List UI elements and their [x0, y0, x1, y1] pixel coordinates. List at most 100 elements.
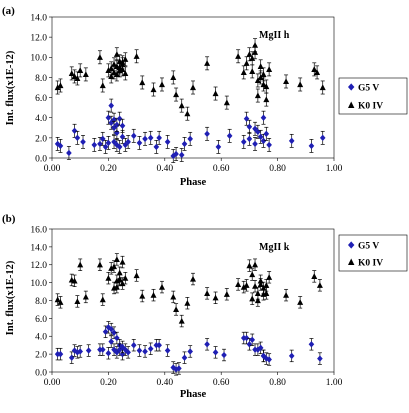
data-point-k0iv [113, 283, 120, 290]
data-point-k0iv [319, 84, 326, 91]
data-point-k0iv [190, 275, 196, 282]
data-point-g5v [105, 139, 112, 147]
panel-mgii-k: (b) MgII k Int. flux(x1E-12) Phase 0.0 2.… [2, 213, 408, 400]
data-point-k0iv [240, 283, 247, 290]
data-point-g5v [108, 102, 115, 109]
data-point-g5v [136, 139, 143, 147]
data-point-k0iv [243, 60, 250, 66]
x-axis: 0.00 0.20 0.40 0.60 0.80 1.00 [44, 158, 343, 174]
legend-triangle-marker [348, 258, 355, 265]
data-point-g5v [116, 143, 123, 151]
data-point-k0iv [283, 78, 290, 85]
y-tick-label: 16.0 [30, 225, 47, 235]
data-point-k0iv [116, 276, 123, 283]
data-point-g5v [263, 130, 270, 138]
data-point-k0iv [119, 258, 126, 265]
data-point-k0iv [54, 296, 61, 303]
data-point-g5v [246, 341, 253, 348]
y-tick-label: 2.0 [35, 351, 47, 361]
legend-triangle-marker [348, 101, 355, 108]
data-point-g5v [114, 334, 120, 342]
y-tick-label: 6.0 [35, 94, 47, 104]
data-point-k0iv [57, 299, 64, 305]
x-tick-label: 0.00 [44, 378, 61, 388]
data-point-g5v [170, 364, 177, 371]
data-point-k0iv [184, 110, 191, 117]
data-point-g5v [176, 365, 182, 372]
data-point-k0iv [190, 84, 196, 91]
data-point-k0iv [170, 293, 177, 300]
y-axis: 0.0 2.0 4.0 6.0 8.0 10.0 12.0 14.0 [30, 13, 52, 164]
legend-entry-label: K0 IV [358, 259, 383, 269]
data-point-k0iv [254, 297, 261, 304]
data-point-g5v [164, 138, 171, 146]
data-point-g5v [243, 115, 250, 122]
data-point-k0iv [212, 90, 219, 97]
data-point-g5v [215, 143, 222, 151]
y-tick-label: 0.0 [35, 368, 47, 378]
data-point-k0iv [111, 61, 118, 67]
x-tick-label: 0.40 [156, 378, 173, 388]
data-point-k0iv [311, 66, 318, 72]
data-point-g5v [308, 341, 315, 348]
data-point-k0iv [311, 273, 318, 279]
data-point-g5v [130, 341, 137, 349]
data-point-g5v [142, 348, 148, 355]
data-point-k0iv [96, 261, 103, 268]
data-point-k0iv [82, 71, 89, 78]
data-point-g5v [212, 349, 219, 356]
data-point-g5v [240, 334, 247, 342]
data-point-k0iv [139, 292, 146, 299]
data-point-g5v [153, 341, 160, 349]
data-point-k0iv [246, 262, 253, 269]
data-point-k0iv [252, 261, 259, 268]
data-point-g5v [102, 143, 109, 151]
x-tick-label: 1.00 [326, 378, 343, 388]
data-point-k0iv [254, 92, 261, 99]
data-point-g5v [85, 347, 92, 354]
data-point-k0iv [150, 86, 157, 93]
data-point-k0iv [266, 66, 273, 72]
data-point-g5v [99, 135, 106, 143]
data-point-k0iv [260, 81, 267, 88]
data-point-g5v [147, 345, 154, 352]
data-point-k0iv [254, 77, 261, 84]
data-point-k0iv [184, 299, 191, 306]
data-point-g5v [66, 149, 72, 157]
x-tick-label: 1.00 [326, 164, 343, 174]
data-point-k0iv [108, 73, 115, 80]
data-point-g5v [181, 354, 188, 361]
data-points [54, 38, 326, 163]
data-point-k0iv [99, 82, 106, 89]
x-tick-label: 0.00 [44, 164, 61, 174]
data-point-g5v [252, 140, 258, 148]
data-point-k0iv [71, 73, 78, 80]
data-point-k0iv [249, 68, 256, 74]
data-point-g5v [319, 134, 326, 142]
x-tick-label: 0.60 [213, 164, 230, 174]
data-point-g5v [111, 329, 117, 336]
data-point-k0iv [297, 81, 304, 88]
data-point-g5v [97, 140, 103, 148]
x-tick-label: 0.60 [213, 378, 230, 388]
data-point-k0iv [150, 291, 157, 298]
data-point-k0iv [212, 294, 219, 301]
legend-entry-label: K0 IV [358, 102, 383, 112]
data-point-g5v [147, 134, 154, 142]
data-point-g5v [130, 132, 137, 140]
data-point-k0iv [119, 280, 126, 287]
data-point-g5v [204, 130, 210, 138]
data-point-g5v [178, 151, 185, 159]
data-point-k0iv [122, 56, 129, 62]
data-point-g5v [255, 346, 261, 353]
data-point-g5v [164, 347, 171, 354]
data-point-g5v [243, 334, 250, 342]
data-point-g5v [105, 114, 112, 121]
data-point-g5v [187, 135, 193, 143]
data-point-k0iv [71, 277, 78, 284]
data-point-g5v [74, 134, 81, 142]
legend-entry-label: G5 V [358, 242, 379, 252]
panel-label: (a) [2, 5, 15, 17]
data-point-g5v [153, 143, 160, 151]
data-point-k0iv [74, 75, 81, 82]
